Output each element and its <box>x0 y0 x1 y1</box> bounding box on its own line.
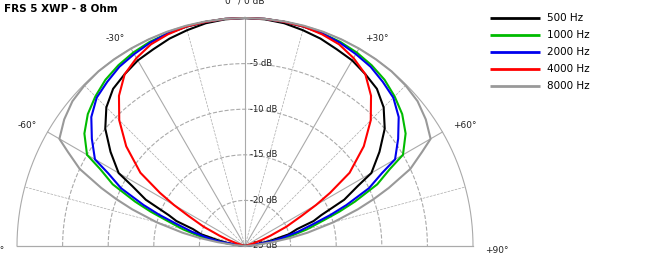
Text: 8000 Hz: 8000 Hz <box>547 81 590 91</box>
Text: 2000 Hz: 2000 Hz <box>547 47 590 57</box>
Text: FRS 5 XWP - 8 Ohm: FRS 5 XWP - 8 Ohm <box>4 4 118 14</box>
Text: -15 dB: -15 dB <box>250 150 278 159</box>
Text: -25 dB: -25 dB <box>250 241 278 251</box>
Text: -5 dB: -5 dB <box>250 59 272 68</box>
Text: +30°: +30° <box>365 34 389 43</box>
Text: +90°: +90° <box>485 246 508 255</box>
Text: +60°: +60° <box>453 122 476 131</box>
Text: -30°: -30° <box>106 34 125 43</box>
Text: 1000 Hz: 1000 Hz <box>547 30 590 40</box>
Text: -90°: -90° <box>0 246 5 255</box>
Text: -10 dB: -10 dB <box>250 105 278 114</box>
Text: -20 dB: -20 dB <box>250 196 278 205</box>
Text: -60°: -60° <box>18 122 37 131</box>
Text: 500 Hz: 500 Hz <box>547 13 583 23</box>
Text: 4000 Hz: 4000 Hz <box>547 64 590 74</box>
Text: 0° / 0 dB: 0° / 0 dB <box>226 0 265 6</box>
